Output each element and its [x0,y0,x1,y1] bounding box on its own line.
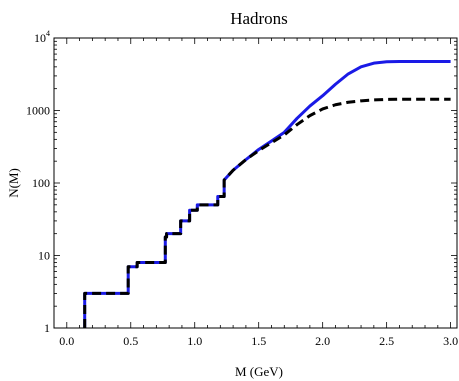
x-tick-label: 1.5 [251,334,266,348]
series-layer [83,59,451,328]
x-tick-label: 0.0 [59,334,74,348]
chart-title: Hadrons [230,9,288,28]
x-axis-label: M (GeV) [235,364,283,379]
x-tick-label: 2.0 [315,334,330,348]
y-tick-label: 1000 [26,104,50,118]
y-axis-label: N(M) [6,168,21,198]
series-line-dashed [83,97,451,328]
y-tick-label: 10 [38,249,50,263]
ticks-layer: 0.0 0.5 1.0 1.5 2.0 2.5 3.0 1 10 100 1000 104 [26,29,458,348]
plot-frame [53,37,458,329]
series-line-solid [83,59,451,328]
x-tick-label: 0.5 [123,334,138,348]
x-tick-label: 1.0 [187,334,202,348]
x-tick-label: 2.5 [379,334,394,348]
y-tick-label: 104 [34,29,50,45]
y-tick-label: 1 [44,321,50,335]
y-tick-label: 100 [32,176,50,190]
x-tick-label: 3.0 [443,334,458,348]
